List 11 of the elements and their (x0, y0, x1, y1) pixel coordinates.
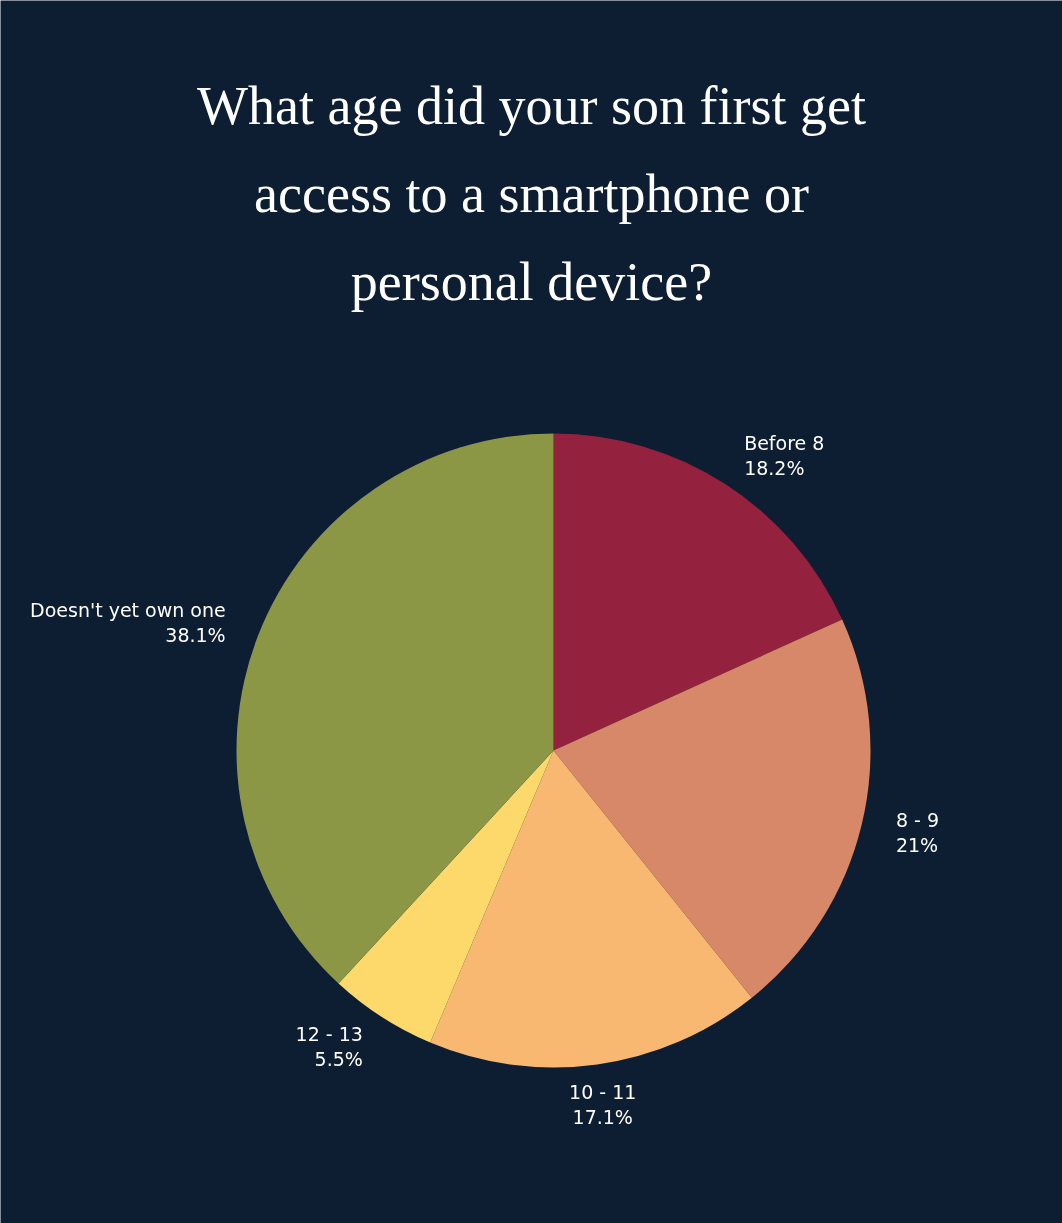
data-label: 5.5% (314, 1048, 363, 1071)
slice-label: Before 8 (744, 431, 825, 454)
slice-label: 12 - 13 (295, 1023, 363, 1046)
data-label: 21% (895, 834, 939, 857)
slice-label: 8 - 9 (895, 809, 940, 832)
slice-label: 10 - 11 (569, 1081, 637, 1104)
data-label: 18.2% (744, 456, 805, 479)
chart-title: What age did your son first get access to a smartphone or personal device? (197, 75, 866, 312)
data-label: 17.1% (572, 1106, 633, 1129)
slice-label: Doesn't yet own one (30, 599, 226, 622)
data-label: 38.1% (165, 624, 226, 647)
